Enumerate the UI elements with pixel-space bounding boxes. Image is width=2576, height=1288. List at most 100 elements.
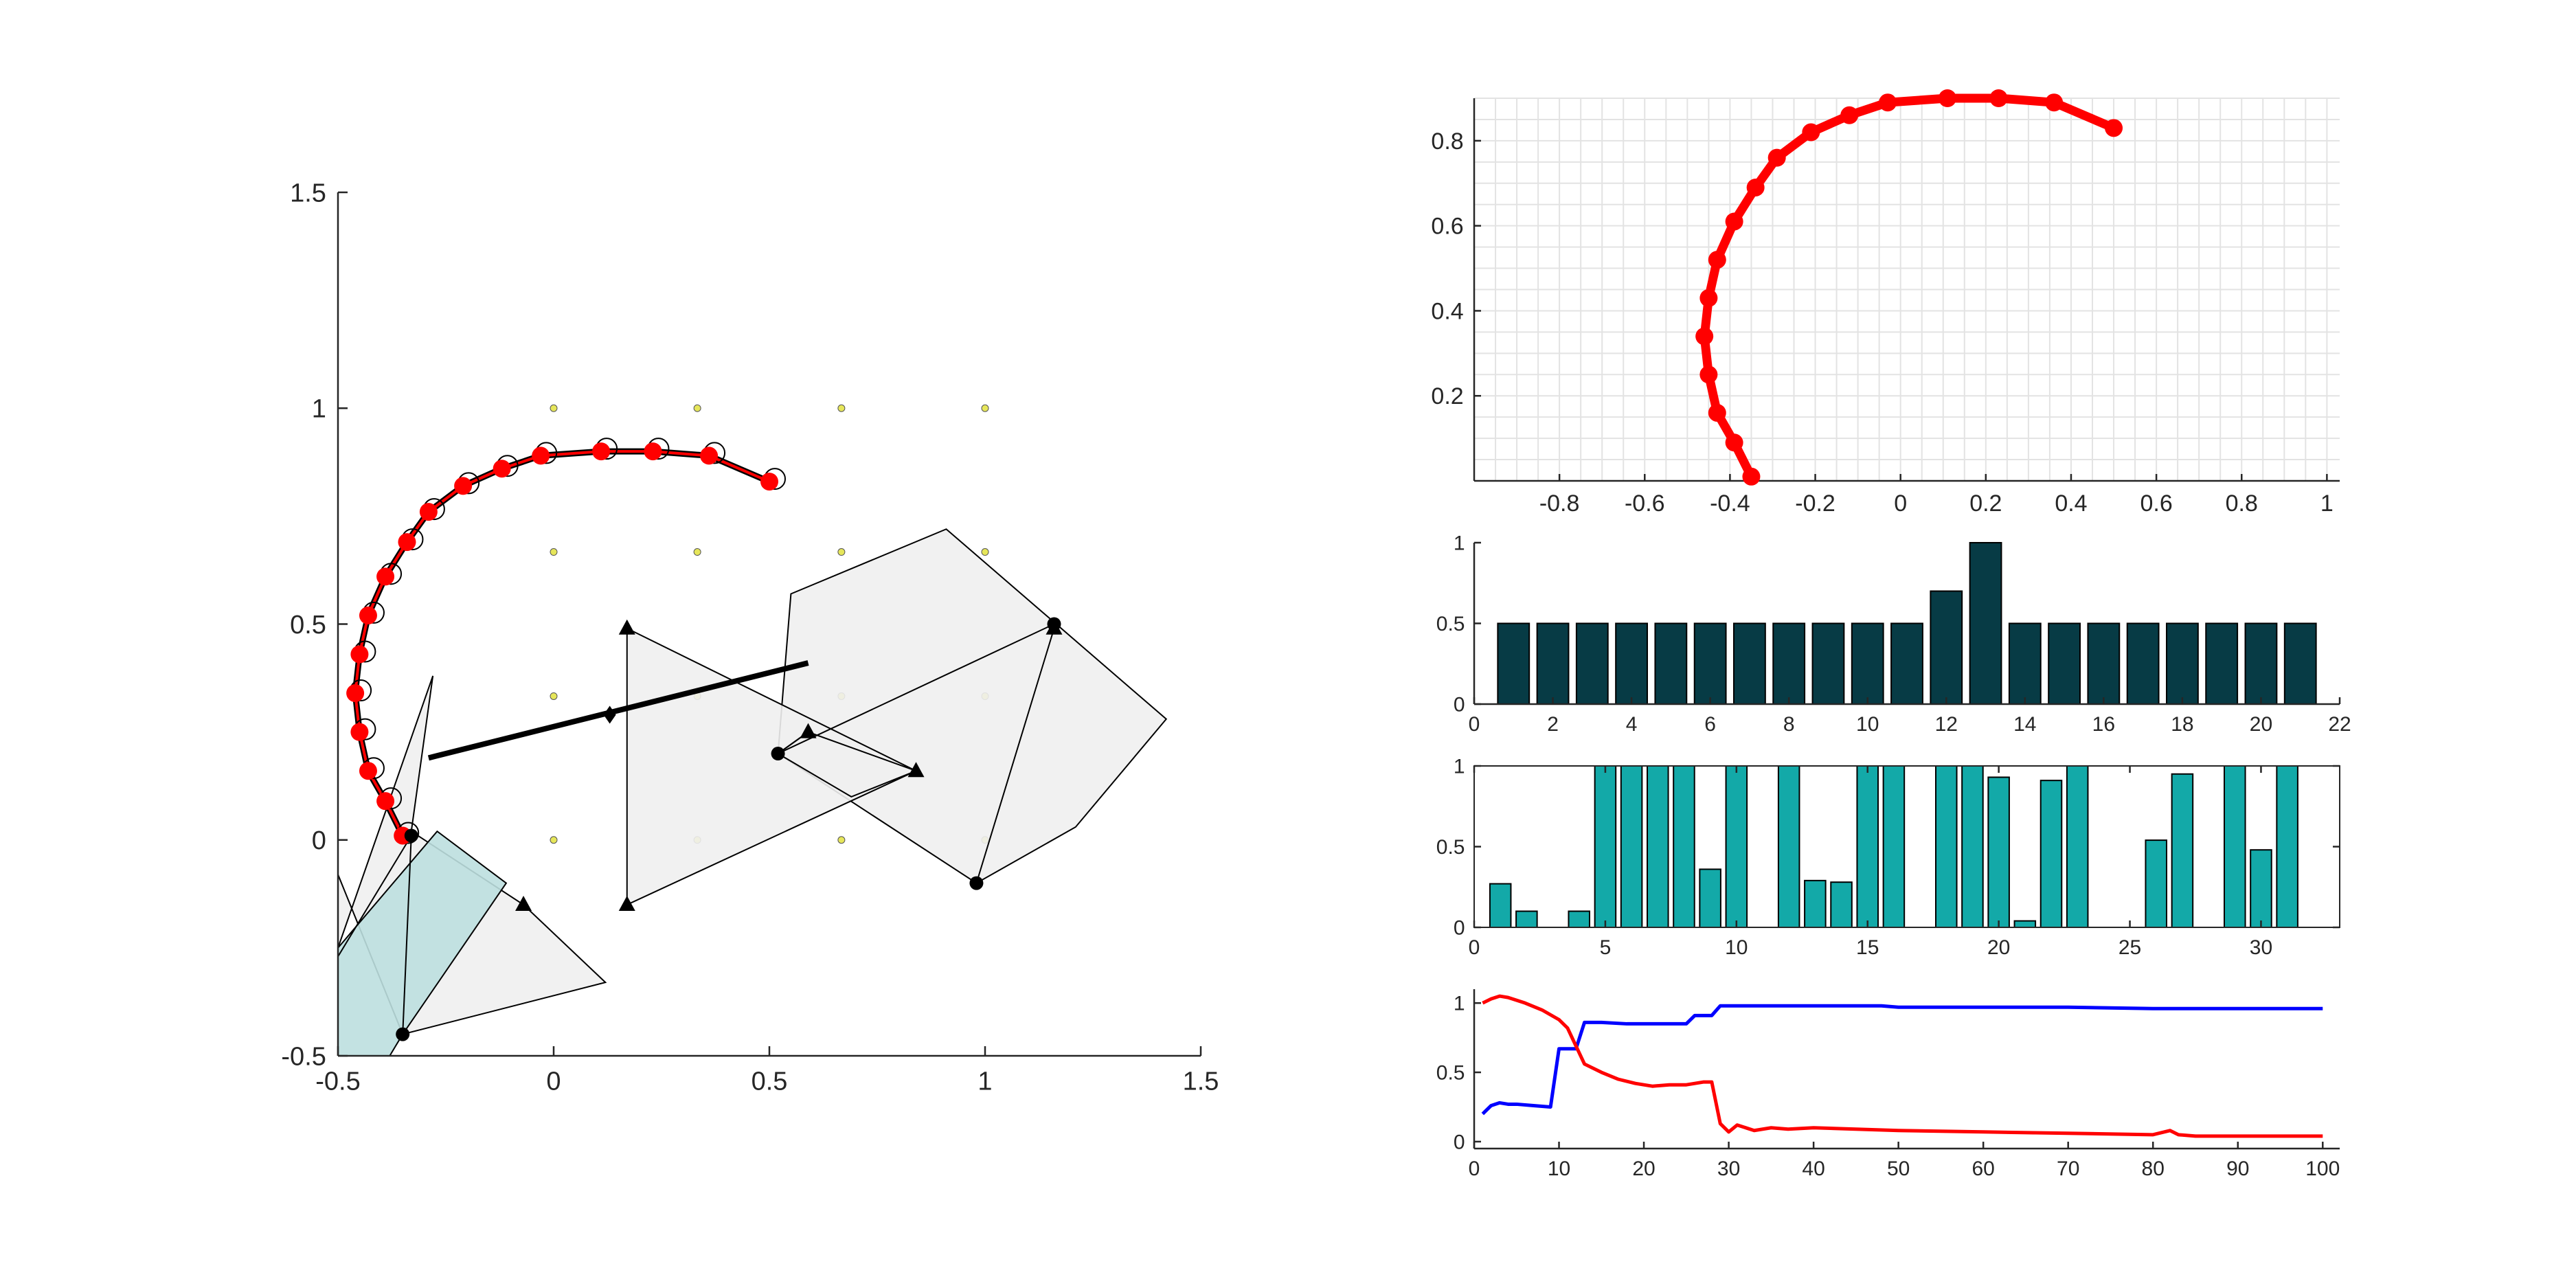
x-tick-label: 6 xyxy=(1704,713,1716,736)
bar xyxy=(1536,622,1570,705)
bar-chart-dark: 0 2 4 6 8 10 12 14 16 18 20 22 0 0.5 1 xyxy=(1436,532,2351,736)
x-tick-label: 30 xyxy=(1717,1157,1740,1180)
grid-dot xyxy=(837,836,846,844)
bar xyxy=(1987,776,2010,928)
x-tick-label: 12 xyxy=(1935,713,1958,736)
trajectory-grid-plot: -0.8 -0.6 -0.4 -0.2 0 0.2 0.4 0.6 0.8 1 0.2 0.4 0.6 0… xyxy=(1431,89,2340,517)
trajectory-point xyxy=(1742,467,1761,486)
trajectory-line xyxy=(1699,93,2116,479)
line-segment xyxy=(338,835,412,957)
trajectory-point xyxy=(1938,89,1956,107)
trajectory-point xyxy=(1746,178,1765,196)
trajectory-point xyxy=(1802,123,1820,142)
line-segment xyxy=(975,628,1055,883)
bar xyxy=(1568,910,1591,928)
trajectory-point xyxy=(1840,106,1859,124)
trajectory-point xyxy=(454,477,473,495)
y-tick-label: 0.5 xyxy=(1436,1062,1465,1085)
y-tick-label: 0 xyxy=(312,826,326,855)
x-tick-label: 10 xyxy=(1548,1157,1570,1180)
triangle-marker xyxy=(515,896,532,912)
y-tick-label: 0.5 xyxy=(1436,613,1465,635)
x-tick-label: 0 xyxy=(1469,936,1480,959)
plot-background xyxy=(1474,766,2340,927)
x-tick-label: 8 xyxy=(1783,713,1795,736)
x-tick-label: 50 xyxy=(1887,1157,1910,1180)
bar xyxy=(1856,765,1879,928)
bar xyxy=(1811,622,1845,705)
line-segment xyxy=(402,835,412,1035)
x-tick-label: 15 xyxy=(1856,936,1879,959)
diamond-marker xyxy=(603,705,616,724)
bar xyxy=(2126,622,2160,705)
grid-dot xyxy=(550,548,558,556)
line-segment xyxy=(427,660,809,761)
y-tick-label: 0 xyxy=(1454,694,1465,716)
bar xyxy=(1725,765,1748,928)
line-segment xyxy=(778,623,1054,754)
trajectory-point xyxy=(592,442,611,461)
grid-dot xyxy=(693,404,701,412)
bar xyxy=(1654,622,1688,705)
x-tick-label: 0.8 xyxy=(2226,490,2258,517)
bar xyxy=(2166,622,2199,705)
bar xyxy=(1733,622,1766,705)
x-tick-label: 0.4 xyxy=(2055,490,2087,517)
trajectory-point xyxy=(1725,212,1743,231)
trajectory-point xyxy=(2105,119,2123,137)
trajectory-point xyxy=(350,645,369,664)
bar xyxy=(2087,622,2121,705)
bar xyxy=(2145,839,2168,928)
circle-marker xyxy=(396,1027,410,1041)
bar xyxy=(1620,765,1643,928)
bar xyxy=(1615,622,1649,705)
y-tick-label: 0.5 xyxy=(1436,836,1465,859)
x-tick-label: -0.6 xyxy=(1625,490,1665,517)
grid-dot xyxy=(981,548,989,556)
bar xyxy=(2224,765,2246,928)
trajectory-point xyxy=(419,503,438,521)
trajectory-point xyxy=(346,684,365,703)
y-tick-label: 1 xyxy=(1454,532,1465,555)
y-tick-label: 1 xyxy=(1454,993,1465,1015)
x-tick-label: -0.8 xyxy=(1539,490,1580,517)
bar xyxy=(2205,622,2239,705)
trajectory-point xyxy=(376,792,395,811)
trajectory-point xyxy=(644,442,662,461)
x-tick-label: 2 xyxy=(1547,713,1559,736)
x-tick-label: 16 xyxy=(2092,713,2115,736)
y-tick-label: 0.8 xyxy=(1431,128,1463,155)
bar xyxy=(2066,765,2089,928)
grid-dot xyxy=(550,692,558,700)
grid-dot xyxy=(693,548,701,556)
bar xyxy=(1804,879,1827,928)
bar xyxy=(1489,883,1512,929)
x-tick-label: 0 xyxy=(1469,1157,1480,1180)
x-tick-label: 5 xyxy=(1600,936,1612,959)
x-tick-label: 0 xyxy=(546,1067,561,1096)
trajectory-point xyxy=(350,723,369,741)
bar xyxy=(1969,542,2002,705)
bar xyxy=(2276,765,2298,928)
trajectory-point xyxy=(700,447,719,465)
x-tick-label: 25 xyxy=(2119,936,2141,959)
x-tick-label: 1 xyxy=(2320,490,2334,517)
bar xyxy=(1830,881,1853,928)
trajectory-point xyxy=(398,533,416,552)
bar xyxy=(2048,622,2081,705)
x-tick-label: 10 xyxy=(1725,936,1748,959)
bar xyxy=(1890,622,1923,705)
bar xyxy=(1777,765,1800,928)
x-tick-label: 4 xyxy=(1626,713,1638,736)
x-tick-label: 20 xyxy=(1987,936,2010,959)
y-tick-label: 0.6 xyxy=(1431,214,1463,240)
x-tick-label: 100 xyxy=(2305,1157,2340,1180)
x-tick-label: 70 xyxy=(2057,1157,2079,1180)
bar xyxy=(1882,765,1906,928)
trajectory-point xyxy=(2045,93,2064,112)
convergence-line-chart: 0 10 20 30 40 50 60 70 80 90 100 0 0.5 1 xyxy=(1436,989,2340,1180)
trajectory-point xyxy=(1699,289,1718,307)
x-tick-label: 20 xyxy=(2250,713,2272,736)
y-tick-label: 0 xyxy=(1454,917,1465,940)
